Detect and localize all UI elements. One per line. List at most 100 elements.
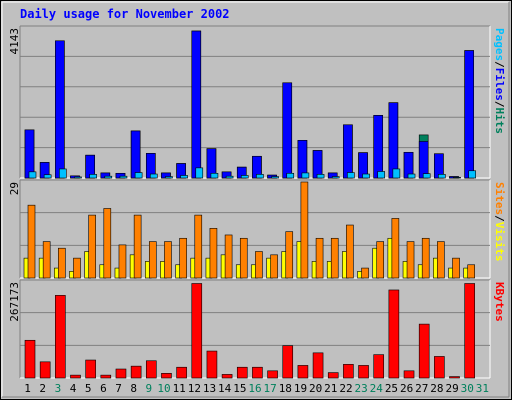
bar-sites — [361, 267, 369, 279]
legend-visits-sites: Sites/Visits — [493, 182, 506, 262]
bar-files — [373, 115, 384, 179]
legend-entry: / — [493, 101, 506, 108]
bar-kbytes — [358, 365, 369, 379]
bar-sites — [467, 264, 475, 279]
x-tick-label: 18 — [279, 382, 292, 395]
x-tick-label: 27 — [415, 382, 428, 395]
bar-pages — [392, 168, 401, 179]
bar-sites — [133, 214, 142, 279]
bar-kbytes — [100, 374, 112, 379]
legend-entry: Sites — [493, 182, 506, 215]
x-tick-label: 26 — [400, 382, 413, 395]
bar-pages — [165, 176, 173, 179]
bar-kbytes — [206, 350, 218, 379]
bar-pages — [180, 175, 188, 179]
x-tick-label: 1 — [24, 382, 31, 395]
x-tick-label: 12 — [188, 382, 201, 395]
x-tick-label: 2 — [39, 382, 46, 395]
bar-kbytes — [297, 365, 309, 379]
bar-sites — [103, 208, 112, 279]
bar-sites — [285, 231, 294, 279]
bar-sites — [58, 247, 66, 279]
bar-sites — [194, 214, 203, 279]
x-tick-label: 3 — [55, 382, 62, 395]
bar-sites — [452, 257, 460, 279]
bar-pages — [347, 172, 355, 179]
bar-kbytes — [55, 295, 66, 379]
bar-sites — [209, 228, 218, 279]
bar-pages — [89, 174, 97, 179]
bar-pages — [74, 176, 82, 179]
bar-files — [191, 30, 202, 179]
bar-kbytes — [464, 283, 475, 379]
bar-sites — [255, 251, 263, 279]
bar-pages — [104, 175, 113, 179]
x-tick-label: 16 — [248, 382, 261, 395]
bar-pages — [195, 167, 204, 179]
x-tick-label: 19 — [294, 382, 307, 395]
x-tick-label: 17 — [264, 382, 277, 395]
bar-files — [312, 150, 323, 179]
x-tick-label: 22 — [339, 382, 352, 395]
bar-kbytes — [24, 339, 36, 379]
bar-sites — [118, 244, 127, 279]
bar-files — [130, 130, 141, 179]
bar-files — [24, 129, 35, 179]
x-tick-label: 9 — [146, 382, 153, 395]
bar-files — [55, 40, 65, 179]
legend-kbytes: KBytes — [493, 282, 506, 322]
x-tick-label: 7 — [115, 382, 122, 395]
bar-sites — [421, 237, 430, 279]
bar-pages — [225, 175, 234, 179]
bar-kbytes — [39, 361, 51, 379]
bar-kbytes — [312, 352, 324, 379]
bar-sites — [376, 241, 385, 279]
bar-pages — [149, 173, 158, 179]
bar-kbytes — [267, 370, 278, 379]
bar-kbytes — [130, 365, 142, 379]
bar-pages — [316, 174, 325, 179]
bar-sites — [224, 234, 233, 279]
bar-files — [297, 140, 308, 179]
bar-sites — [270, 254, 278, 279]
bar-pages — [362, 173, 370, 179]
bar-kbytes — [161, 373, 172, 379]
x-axis-labels: 1 2 3 4 5 6 7 8 9 10 11 12 13 14 15 16 17 18 19 20 21 22 23 24 2… — [24, 382, 489, 395]
bar-pages — [271, 176, 279, 179]
bar-sites — [315, 237, 324, 279]
bar-pages — [331, 176, 340, 179]
bar-kbytes — [373, 354, 385, 379]
bar-sites — [239, 237, 248, 279]
bar-kbytes — [176, 366, 187, 379]
bar-pages — [438, 174, 446, 179]
bar-sites — [346, 224, 354, 279]
bar-pages — [119, 175, 128, 179]
bar-files — [282, 82, 293, 179]
x-tick-label: 20 — [309, 382, 322, 395]
bar-kbytes — [418, 323, 430, 379]
x-tick-label: 21 — [324, 382, 337, 395]
bar-sites — [164, 241, 172, 279]
bar-pages — [28, 171, 37, 179]
x-tick-label: 14 — [218, 382, 232, 395]
panel-kbytes: 267173 KBytes — [8, 279, 506, 379]
x-tick-label: 31 — [476, 382, 489, 395]
bar-sites — [42, 241, 51, 279]
bar-kbytes — [282, 345, 294, 379]
legend-entry: Files — [493, 68, 506, 101]
bar-sites — [88, 214, 96, 279]
bar-pages — [134, 172, 143, 179]
bar-pages — [468, 170, 476, 179]
y-max-label: 4143 — [8, 28, 21, 55]
bar-kbytes — [191, 283, 203, 379]
bar-sites — [330, 237, 339, 279]
bar-kbytes — [252, 366, 263, 379]
bar-files — [343, 124, 353, 179]
bar-pages — [407, 173, 416, 179]
bar-pages — [240, 175, 249, 179]
bar-kbytes — [449, 376, 460, 379]
bar-pages — [43, 174, 52, 179]
bar-kbytes — [388, 289, 400, 379]
